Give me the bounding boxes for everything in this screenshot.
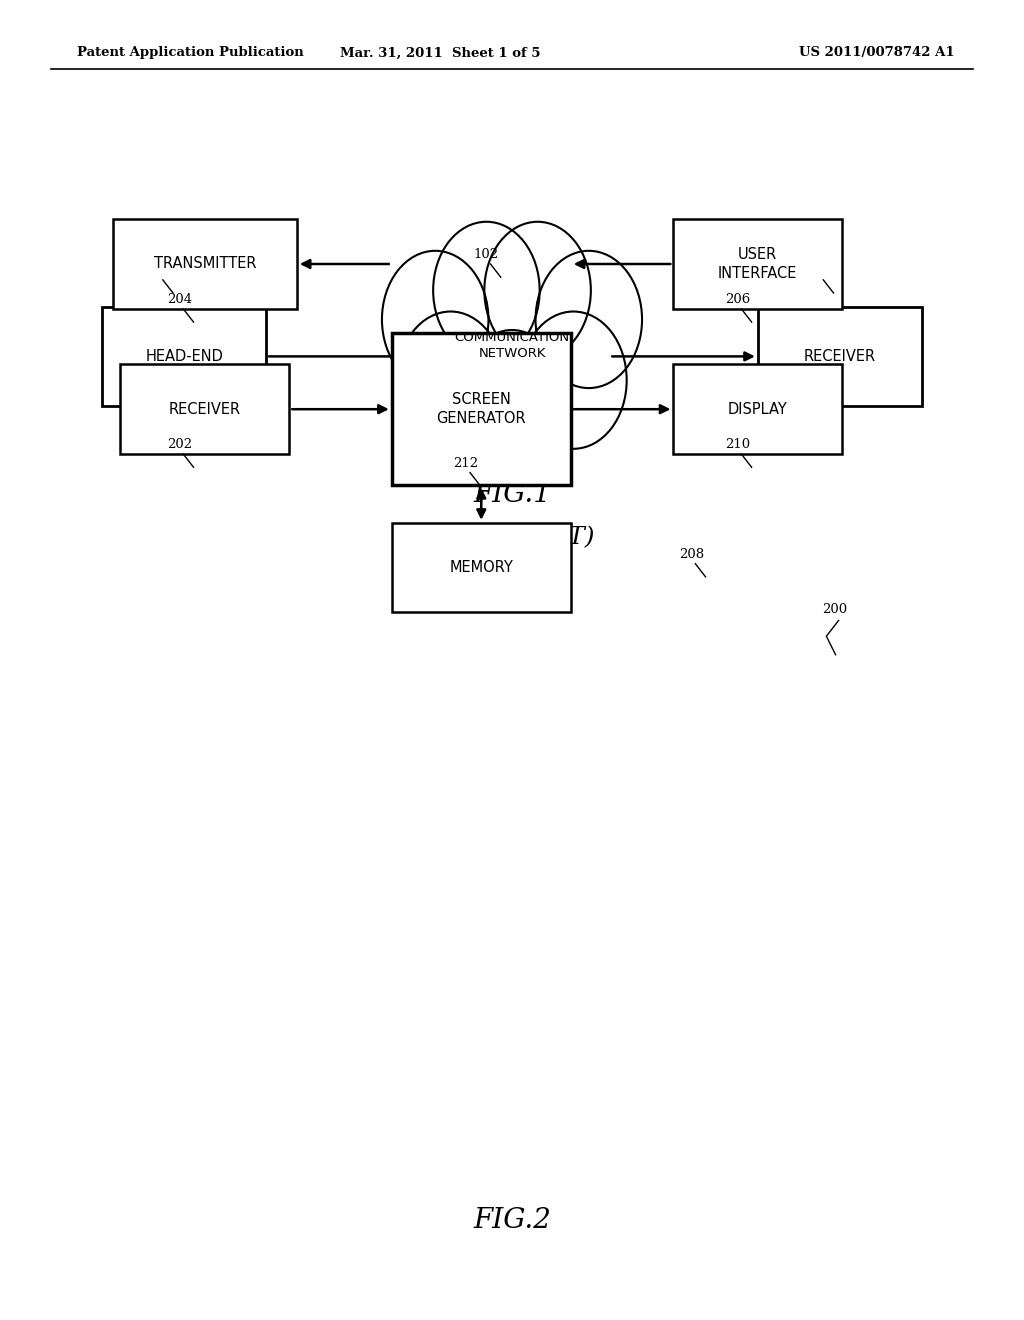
Text: 202: 202 (167, 438, 191, 451)
Text: 100: 100 (146, 264, 171, 277)
Text: RECEIVER: RECEIVER (804, 348, 876, 364)
Text: US 2011/0078742 A1: US 2011/0078742 A1 (799, 46, 954, 59)
Text: TRANSMITTER: TRANSMITTER (154, 256, 256, 272)
Text: 204: 204 (167, 293, 191, 306)
Bar (674, 219, 842, 309)
Text: 210: 210 (725, 438, 750, 451)
Text: HEAD-END: HEAD-END (145, 348, 223, 364)
Text: 208: 208 (679, 548, 703, 561)
Text: 206: 206 (725, 293, 750, 306)
Bar (674, 364, 842, 454)
Circle shape (463, 330, 561, 457)
Text: MEMORY: MEMORY (450, 560, 513, 576)
Text: 102: 102 (474, 248, 499, 261)
Bar (391, 523, 570, 612)
Circle shape (397, 312, 504, 449)
Circle shape (420, 238, 604, 475)
Text: RECEIVER: RECEIVER (169, 401, 241, 417)
Bar (113, 219, 297, 309)
Text: Patent Application Publication: Patent Application Publication (77, 46, 303, 59)
Text: 212: 212 (454, 457, 478, 470)
Text: 200: 200 (822, 603, 847, 616)
Bar (102, 308, 266, 407)
Text: (PRIOR ART): (PRIOR ART) (429, 525, 595, 549)
Text: SCREEN
GENERATOR: SCREEN GENERATOR (436, 392, 526, 426)
Text: COMMUNICATION
NETWORK: COMMUNICATION NETWORK (455, 331, 569, 360)
Circle shape (484, 222, 591, 359)
Text: DISPLAY: DISPLAY (728, 401, 787, 417)
Text: FIG.2: FIG.2 (473, 1208, 551, 1234)
Bar (121, 364, 290, 454)
Text: USER
INTERFACE: USER INTERFACE (718, 247, 798, 281)
Circle shape (536, 251, 642, 388)
Circle shape (382, 251, 488, 388)
Text: 104: 104 (807, 264, 831, 277)
Circle shape (520, 312, 627, 449)
Text: FIG.1: FIG.1 (473, 482, 551, 508)
Circle shape (433, 222, 540, 359)
Bar (758, 308, 922, 407)
Bar (391, 334, 570, 486)
Text: Mar. 31, 2011  Sheet 1 of 5: Mar. 31, 2011 Sheet 1 of 5 (340, 46, 541, 59)
